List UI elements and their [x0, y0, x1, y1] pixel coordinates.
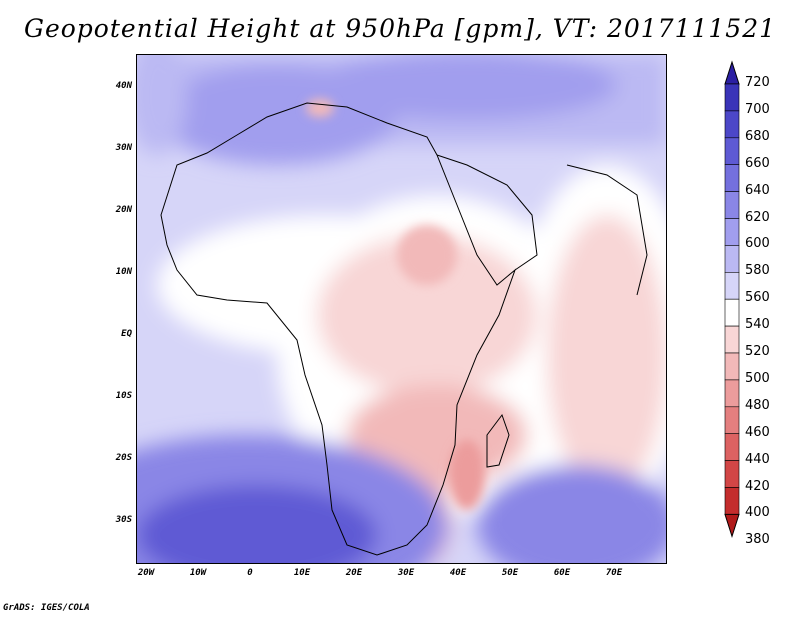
colorbar-swatch [724, 272, 740, 300]
x-tick-label: 10E [293, 568, 311, 578]
x-tick-label: 40E [449, 568, 467, 578]
y-tick-label: 30N [115, 143, 132, 153]
colorbar [724, 60, 740, 539]
colorbar-level-label: 460 [745, 424, 770, 440]
colorbar-level-label: 480 [745, 397, 770, 413]
africa-outline [160, 102, 517, 556]
field-south-africa-low [449, 440, 485, 510]
colorbar-swatch [724, 245, 740, 273]
x-tick-label: 20E [345, 568, 363, 578]
x-tick-label: 50E [501, 568, 519, 578]
colorbar-level-label: 620 [745, 209, 770, 225]
map-plot-area [136, 54, 667, 564]
y-tick-label: 30S [115, 515, 132, 525]
x-tick-label: 30E [397, 568, 415, 578]
x-tick-label: 70E [605, 568, 623, 578]
field-tunisia-low [306, 99, 334, 117]
colorbar-bottom-arrow [724, 513, 740, 539]
colorbar-level-label: 520 [745, 344, 770, 359]
colorbar-top-arrow [724, 60, 740, 85]
colorbar-swatch [724, 352, 740, 381]
colorbar-level-label: 600 [745, 236, 770, 252]
colorbar-level-label: 440 [745, 451, 770, 467]
field-south-indian-high [477, 465, 666, 563]
colorbar-swatch [724, 298, 740, 327]
colorbar-swatch [724, 406, 740, 434]
field-med-high [317, 55, 617, 120]
chart-title: Geopotential Height at 950hPa [gpm], VT:… [23, 14, 777, 43]
colorbar-level-label: 560 [745, 290, 770, 306]
y-tick-label: EQ [121, 329, 132, 339]
grads-credit: GrADS: IGES/COLA [3, 603, 90, 613]
colorbar-swatch [724, 164, 740, 192]
x-tick-label: 0 [247, 568, 253, 578]
colorbar-level-label: 580 [745, 263, 770, 279]
geopotential-field [137, 55, 666, 563]
colorbar-level-label: 660 [745, 155, 770, 171]
colorbar-level-label: 720 [745, 75, 770, 90]
y-tick-label: 40N [115, 81, 132, 91]
colorbar-level-label: 420 [745, 478, 770, 494]
colorbar-level-label: 540 [745, 317, 770, 333]
colorbar-level-label: 700 [745, 101, 770, 117]
y-tick-label: 20S [115, 453, 132, 463]
arabia-outline [436, 154, 538, 271]
colorbar-swatch [724, 379, 740, 408]
colorbar-swatch [724, 325, 740, 354]
field-atlantic-north [137, 55, 187, 155]
colorbar-swatch [724, 137, 740, 166]
colorbar-swatch [724, 433, 740, 461]
field-congo-low [317, 235, 537, 395]
coastlines [160, 102, 648, 556]
colorbar-level-label: 680 [745, 128, 770, 144]
colorbar-swatch [724, 83, 740, 112]
colorbar-swatch [724, 487, 740, 515]
colorbar-swatch [724, 460, 740, 488]
colorbar-level-label: 400 [745, 505, 770, 521]
colorbar-swatch [724, 218, 740, 246]
field-sudan-low [397, 225, 457, 285]
colorbar-level-label: 380 [745, 532, 770, 548]
colorbar-level-label: 500 [745, 370, 770, 386]
india-outline [566, 164, 648, 296]
field-arabian-sea-low [547, 215, 666, 495]
madagascar-outline [486, 413, 510, 468]
x-tick-label: 60E [553, 568, 571, 578]
field-south-atlantic-core [137, 485, 377, 563]
colorbar-level-label: 640 [745, 182, 770, 198]
y-tick-label: 10S [115, 391, 132, 401]
x-tick-label: 20W [137, 568, 155, 578]
colorbar-swatch [724, 191, 740, 219]
x-tick-label: 10W [189, 568, 207, 578]
colorbar-swatch [724, 110, 740, 139]
y-tick-label: 10N [115, 267, 132, 277]
y-tick-label: 20N [115, 205, 132, 215]
